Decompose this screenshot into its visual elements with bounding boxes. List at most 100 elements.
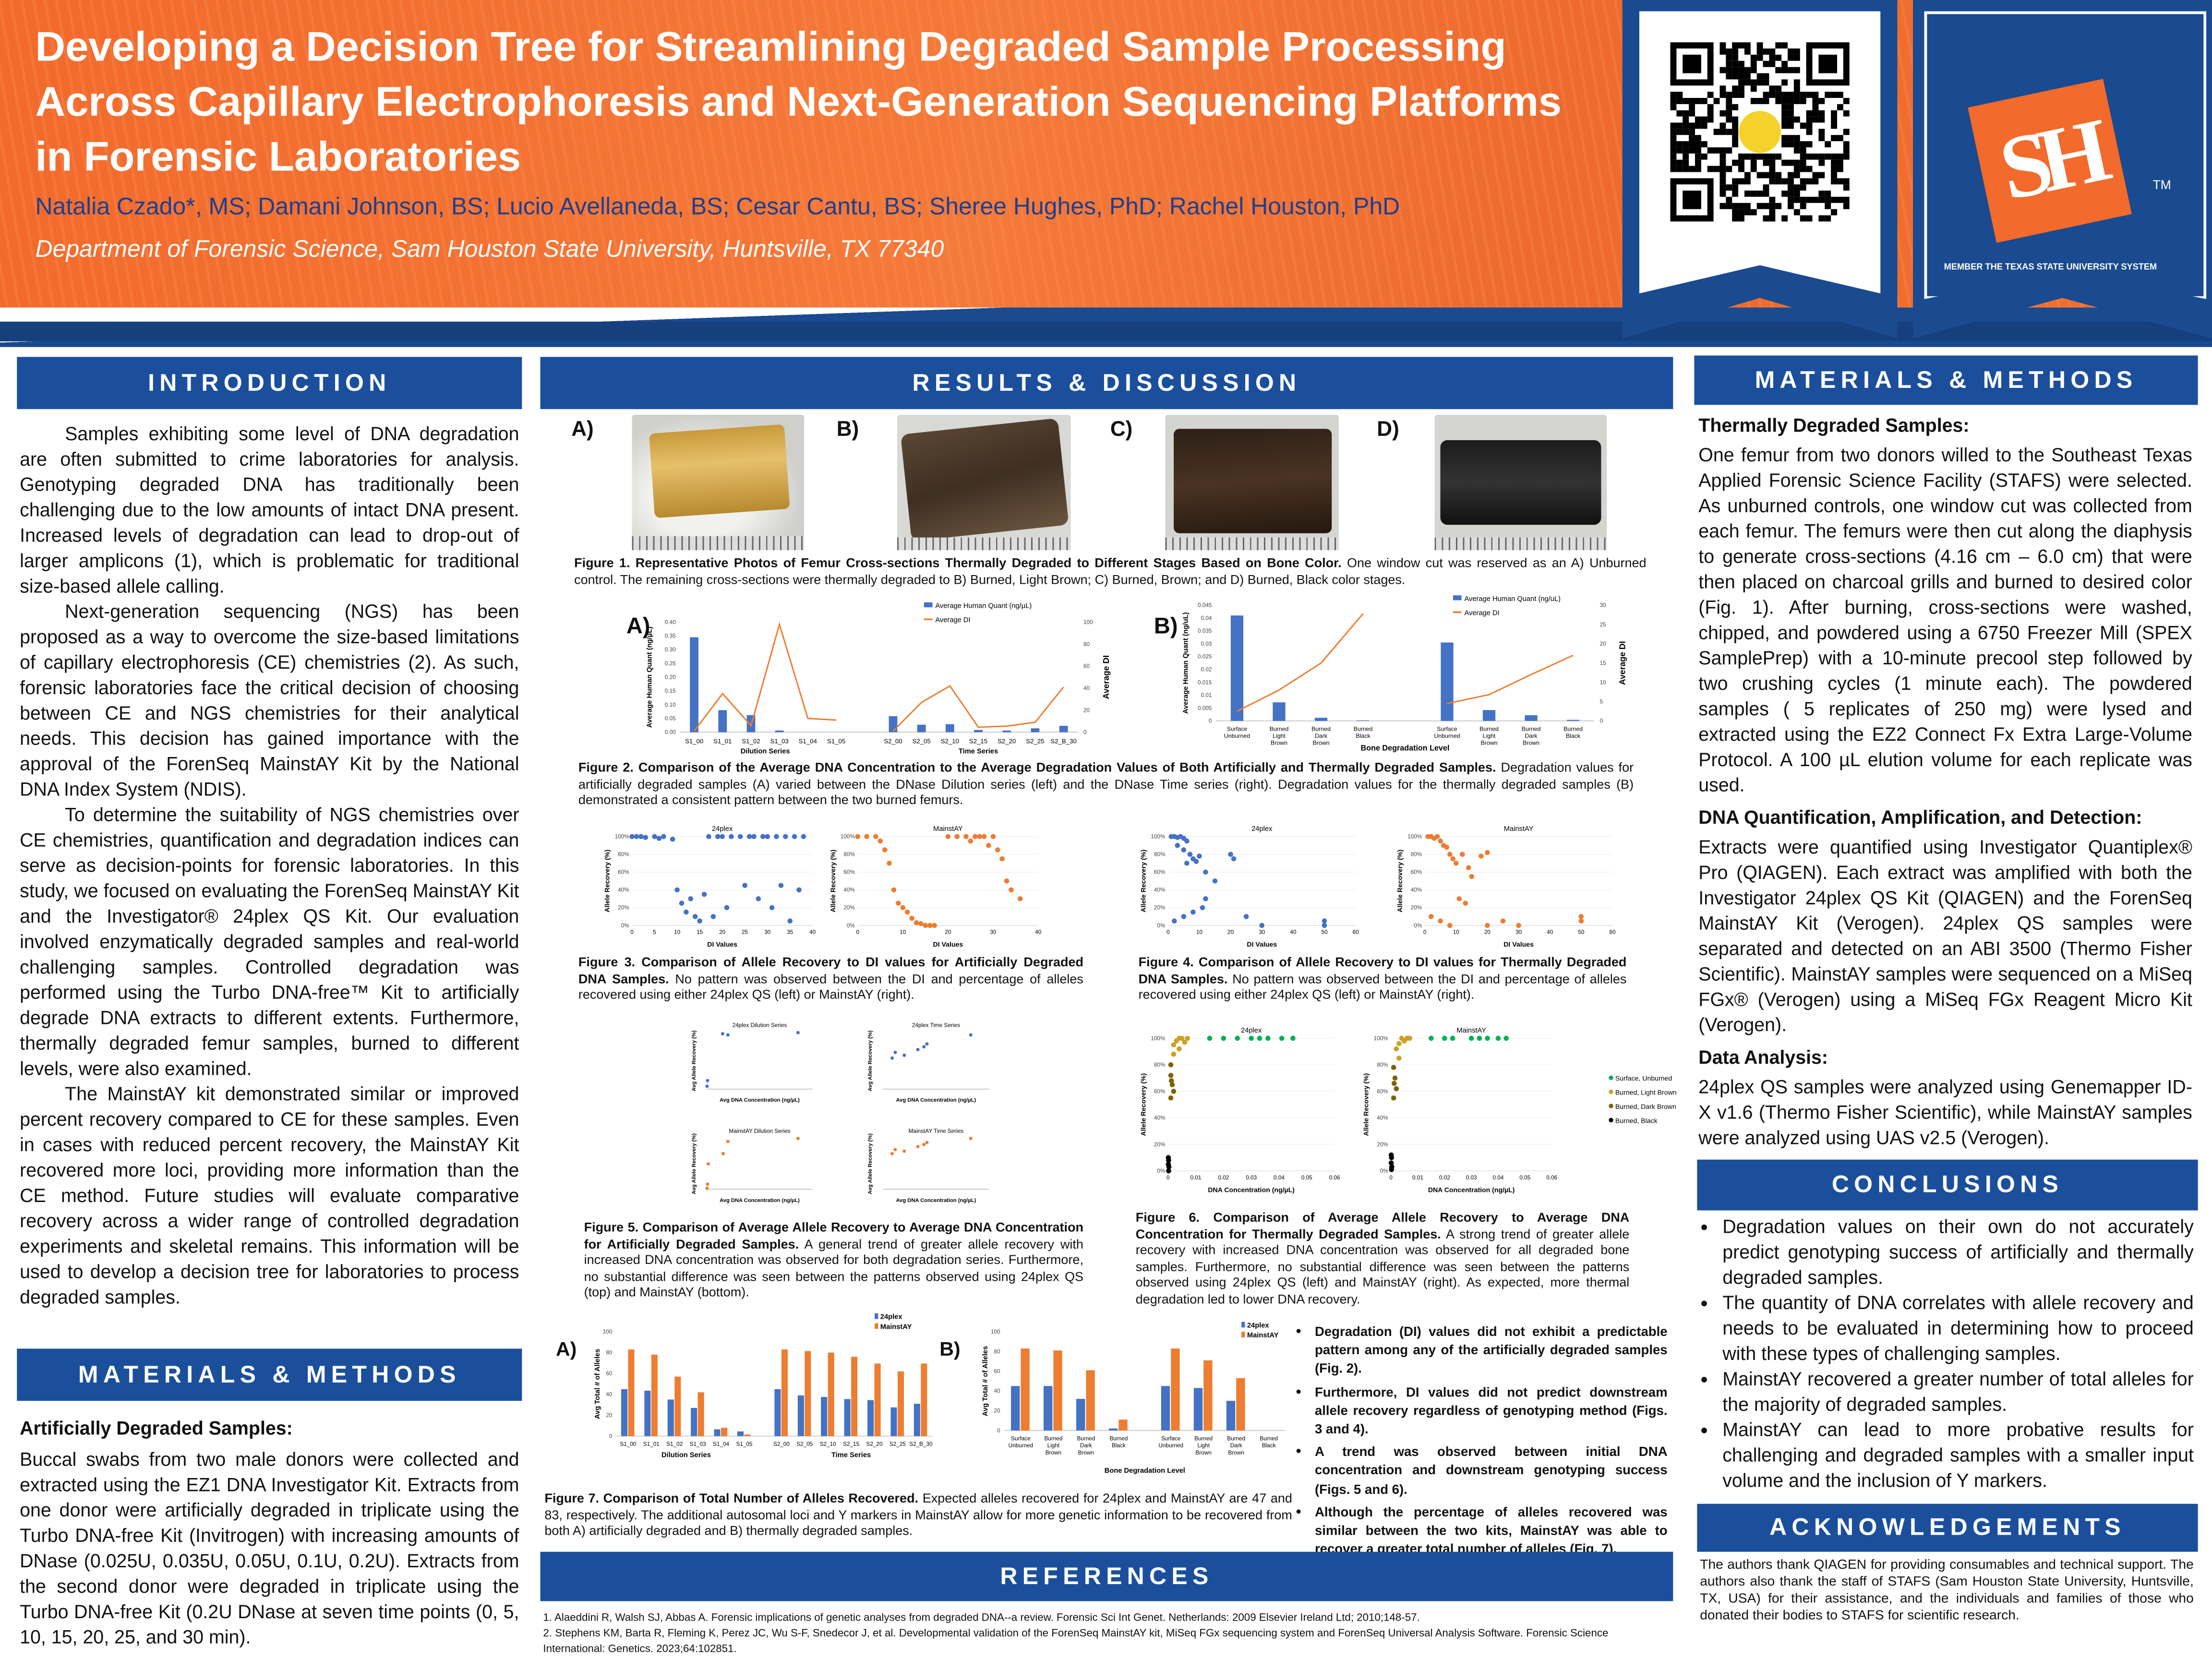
data-point	[1168, 1062, 1174, 1068]
x-tick-label: 0.06	[1546, 1175, 1557, 1181]
data-point	[873, 834, 878, 839]
chart-title: 24plex	[1251, 825, 1273, 833]
y-tick-label: 0.025	[1198, 654, 1212, 660]
y-tick-label: 100%	[1374, 1035, 1389, 1042]
y-axis-title: Average Human Quant (ng/µL)	[646, 626, 654, 728]
fig6-24plex-chart: 24plex 0% 20% 40% 60% 80% 100% 0 0.01 0.02 0.03 0.0…	[1139, 1027, 1340, 1193]
data-point	[756, 896, 761, 902]
qr-module	[1837, 178, 1843, 185]
data-point	[1438, 838, 1443, 844]
y-tick-label: 0.00	[665, 729, 676, 735]
qr-module	[1793, 166, 1800, 172]
y-tick-label: 20	[994, 1408, 1001, 1414]
y-tick-label: 20%	[1411, 905, 1422, 911]
data-point	[707, 1162, 710, 1166]
x-tick-label: 0.03	[1246, 1175, 1257, 1181]
x-tick-label: 0.01	[1190, 1175, 1202, 1181]
qr-module	[1750, 191, 1757, 197]
qr-module	[1719, 166, 1726, 172]
qr-module	[1806, 166, 1813, 172]
trademark: TM	[2152, 178, 2171, 192]
qr-module	[1812, 178, 1819, 185]
qr-module	[1818, 191, 1825, 197]
y-tick-label: 0%	[1157, 1168, 1166, 1174]
y-axis-title: Allele Recovery (%)	[1396, 850, 1404, 913]
x-tick-label: Dark	[1230, 1443, 1242, 1449]
qr-module	[1738, 42, 1744, 49]
x-tick-label: Brown	[1481, 740, 1498, 746]
qr-module	[1676, 110, 1683, 117]
data-point	[1203, 896, 1208, 902]
fig4-24plex-chart: 24plex 0% 20% 40% 60% 80% 100% 0 10 20 30 40 50 60 DI …	[1139, 825, 1359, 948]
authors: Natalia Czado*, MS; Damani Johnson, BS; …	[35, 193, 1400, 220]
qr-module	[1763, 172, 1769, 179]
qr-module	[1781, 92, 1788, 98]
qr-module	[1763, 73, 1769, 80]
qr-module	[1831, 196, 1837, 203]
bar-24plex	[1109, 1428, 1118, 1431]
qr-module	[1756, 97, 1763, 104]
data-point	[715, 834, 721, 839]
qr-module	[1781, 122, 1788, 129]
qr-module	[1793, 141, 1800, 147]
data-point	[1197, 854, 1202, 859]
bar-quant	[690, 637, 698, 733]
bar-mainstay	[1086, 1370, 1095, 1431]
x-tick-label: Unburned	[1158, 1443, 1183, 1449]
qr-module	[1763, 159, 1769, 166]
y2-tick-label: 5	[1600, 698, 1603, 705]
x-tick-label: 5	[653, 929, 656, 935]
data-point	[909, 915, 914, 921]
qr-module	[1818, 172, 1825, 179]
qr-module	[1769, 209, 1776, 216]
data-point	[902, 1149, 906, 1153]
qr-module	[1726, 116, 1732, 123]
fig7-label-b: B)	[939, 1337, 961, 1360]
data-point	[1179, 1035, 1185, 1041]
data-point	[1168, 1078, 1174, 1083]
qr-module	[1689, 135, 1695, 142]
x-tick-label: 35	[787, 929, 793, 935]
legend-label: Burned, Light Brown	[1615, 1088, 1677, 1096]
qr-module	[1738, 166, 1744, 172]
bar-mainstay	[921, 1363, 927, 1436]
data-point	[1447, 923, 1453, 928]
x-tick-label: Burned	[1077, 1435, 1095, 1442]
fig1-label-c: C)	[1110, 417, 1133, 442]
qr-module	[1843, 196, 1850, 203]
data-point	[1200, 905, 1205, 911]
qr-module	[1800, 196, 1806, 203]
qr-module	[1781, 110, 1788, 117]
reference-item: 2. Stephens KM, Barta R, Fleming K, Pere…	[543, 1626, 1609, 1655]
qr-module	[1781, 215, 1788, 222]
qr-code-icon[interactable]	[1670, 42, 1850, 222]
qr-module	[1683, 129, 1689, 135]
x-tick-label: S1_05	[736, 1441, 752, 1447]
qr-module	[1726, 147, 1732, 154]
data-point	[692, 914, 698, 919]
qr-module	[1707, 166, 1714, 172]
qr-module	[1676, 141, 1683, 147]
qr-finder	[1818, 54, 1837, 73]
qr-module	[1750, 159, 1757, 166]
x-tick-label: S2_20	[998, 738, 1016, 745]
x-tick-label: 10	[674, 929, 681, 935]
data-point	[792, 834, 797, 839]
qr-module	[1719, 184, 1726, 191]
qr-module	[1775, 203, 1782, 209]
qr-module	[1732, 215, 1739, 222]
data-point	[1290, 1035, 1296, 1041]
bar-mainstay	[1203, 1360, 1213, 1431]
x-tick-label: Light	[1197, 1443, 1210, 1449]
data-point	[1479, 854, 1484, 859]
bar-quant	[775, 730, 784, 733]
y2-axis-title: Average DI	[1617, 641, 1627, 685]
x-tick-label: Burned	[1311, 725, 1331, 732]
qr-module	[1695, 159, 1701, 166]
data-point	[1463, 901, 1468, 906]
conclusion-item: MainstAY can lead to more probative resu…	[1722, 1418, 2194, 1494]
legend-label: Average Human Quant (ng/µL)	[935, 602, 1032, 610]
x-tick-label: Unburned	[1434, 733, 1460, 739]
x-axis-title: Avg DNA Concentration (ng/µL)	[720, 1097, 800, 1103]
qr-module	[1788, 110, 1794, 117]
